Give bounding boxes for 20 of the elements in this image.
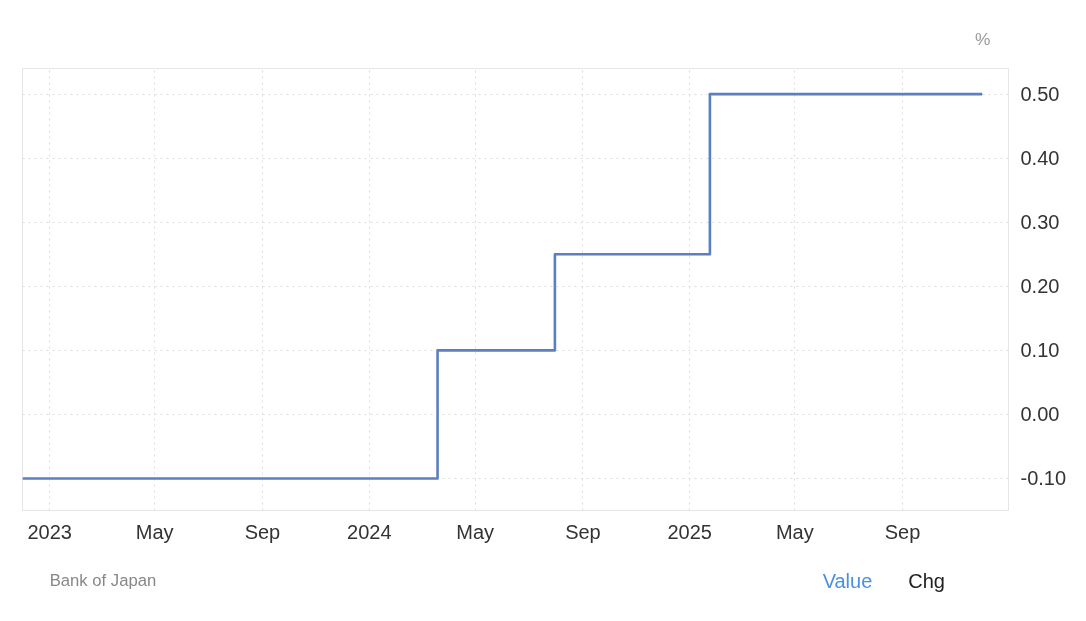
x-tick-label: 2024 <box>347 520 392 543</box>
y-tick-label: 0.20 <box>1020 275 1060 298</box>
y-tick-label: 0.10 <box>1020 339 1060 362</box>
text: Chg <box>908 569 945 592</box>
y-tick-label: 0.30 <box>1020 211 1060 234</box>
x-tick-label: May <box>456 520 495 543</box>
text: Value <box>822 569 873 592</box>
y-tick-label: -0.10 <box>1020 467 1067 490</box>
y-tick-label: 0.40 <box>1020 147 1060 170</box>
x-tick-label: Sep <box>244 520 281 543</box>
y-axis-title: % <box>974 28 991 49</box>
x-tick-label: May <box>135 520 174 543</box>
x-tick-label: May <box>775 520 814 543</box>
y-tick-label: 0.00 <box>1020 403 1060 426</box>
x-tick-label: 2025 <box>667 520 713 543</box>
x-tick-label: 2023 <box>27 520 72 543</box>
y-tick-label: 0.50 <box>1020 83 1060 106</box>
text: Bank of Japan <box>49 571 157 590</box>
x-tick-label: Sep <box>884 520 921 543</box>
x-tick-label: Sep <box>565 520 601 543</box>
